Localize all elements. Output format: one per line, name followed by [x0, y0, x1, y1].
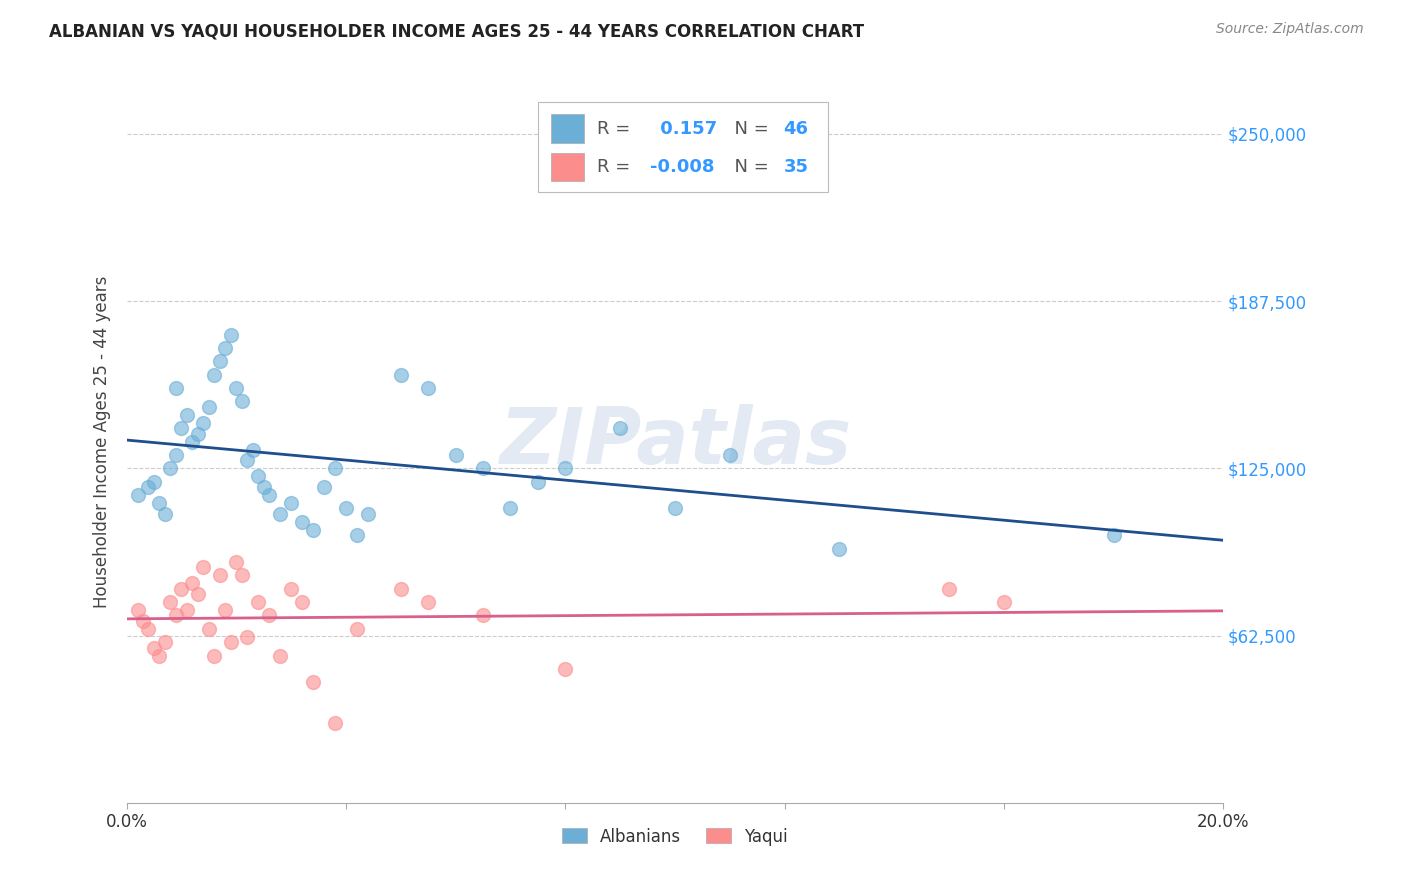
Point [127, 488, 149, 502]
Point [718, 448, 741, 462]
Text: Source: ZipAtlas.com: Source: ZipAtlas.com [1216, 22, 1364, 37]
Point [554, 662, 576, 676]
Point [527, 475, 550, 489]
Point [247, 595, 270, 609]
Point [143, 640, 166, 655]
Point [165, 381, 187, 395]
Point [280, 496, 302, 510]
Text: N =: N = [723, 158, 775, 176]
Text: 0.157: 0.157 [654, 120, 717, 137]
Point [165, 448, 187, 462]
Text: ZIPatlas: ZIPatlas [499, 403, 851, 480]
Point [170, 421, 193, 435]
Point [418, 595, 440, 609]
Point [257, 488, 280, 502]
Point [202, 648, 225, 663]
Point [335, 501, 357, 516]
Point [357, 507, 380, 521]
Text: N =: N = [723, 120, 775, 137]
Point [1102, 528, 1125, 542]
Point [181, 576, 204, 591]
Point [346, 622, 368, 636]
Point [323, 461, 346, 475]
Point [176, 408, 198, 422]
Y-axis label: Householder Income Ages 25 - 44 years: Householder Income Ages 25 - 44 years [93, 276, 111, 607]
Point [389, 582, 412, 596]
Point [418, 381, 440, 395]
Text: R =: R = [598, 158, 636, 176]
Text: 35: 35 [783, 158, 808, 176]
Text: -0.008: -0.008 [650, 158, 714, 176]
Point [159, 595, 181, 609]
Point [280, 582, 302, 596]
Point [312, 480, 335, 494]
Text: R =: R = [598, 120, 636, 137]
Point [138, 480, 160, 494]
Point [302, 675, 325, 690]
Point [472, 461, 495, 475]
Bar [551, 114, 583, 143]
Point [197, 622, 219, 636]
Point [444, 448, 467, 462]
Point [242, 442, 264, 457]
Point [225, 381, 247, 395]
Point [202, 368, 225, 382]
Point [664, 501, 686, 516]
Point [389, 368, 412, 382]
Legend: Albanians, Yaqui: Albanians, Yaqui [555, 821, 794, 852]
Point [231, 394, 253, 409]
Point [208, 568, 231, 582]
Point [291, 515, 314, 529]
Point [181, 434, 204, 449]
Point [253, 480, 276, 494]
Point [153, 635, 176, 649]
Point [247, 469, 270, 483]
Point [236, 453, 259, 467]
Point [159, 461, 181, 475]
Point [472, 608, 495, 623]
Text: 46: 46 [783, 120, 808, 137]
Point [138, 622, 160, 636]
Point [193, 560, 215, 574]
Bar [551, 153, 583, 181]
Point [993, 595, 1015, 609]
Point [197, 400, 219, 414]
Point [828, 541, 851, 556]
Point [153, 507, 176, 521]
Point [214, 603, 236, 617]
Point [170, 582, 193, 596]
Point [187, 426, 209, 441]
Point [938, 582, 960, 596]
Point [143, 475, 166, 489]
Point [127, 603, 149, 617]
Point [257, 608, 280, 623]
Point [269, 648, 291, 663]
Point [225, 555, 247, 569]
Point [231, 568, 253, 582]
Point [302, 523, 325, 537]
Point [323, 715, 346, 730]
Point [148, 496, 170, 510]
Point [193, 416, 215, 430]
Point [208, 354, 231, 368]
Text: ALBANIAN VS YAQUI HOUSEHOLDER INCOME AGES 25 - 44 YEARS CORRELATION CHART: ALBANIAN VS YAQUI HOUSEHOLDER INCOME AGE… [49, 22, 865, 40]
Point [132, 614, 155, 628]
Point [554, 461, 576, 475]
Point [499, 501, 522, 516]
Point [236, 630, 259, 644]
Point [346, 528, 368, 542]
Point [269, 507, 291, 521]
Point [214, 341, 236, 355]
Point [148, 648, 170, 663]
Point [219, 635, 242, 649]
Point [291, 595, 314, 609]
FancyBboxPatch shape [537, 102, 828, 193]
Point [609, 421, 631, 435]
Point [187, 587, 209, 601]
Point [176, 603, 198, 617]
Point [219, 327, 242, 342]
Point [165, 608, 187, 623]
